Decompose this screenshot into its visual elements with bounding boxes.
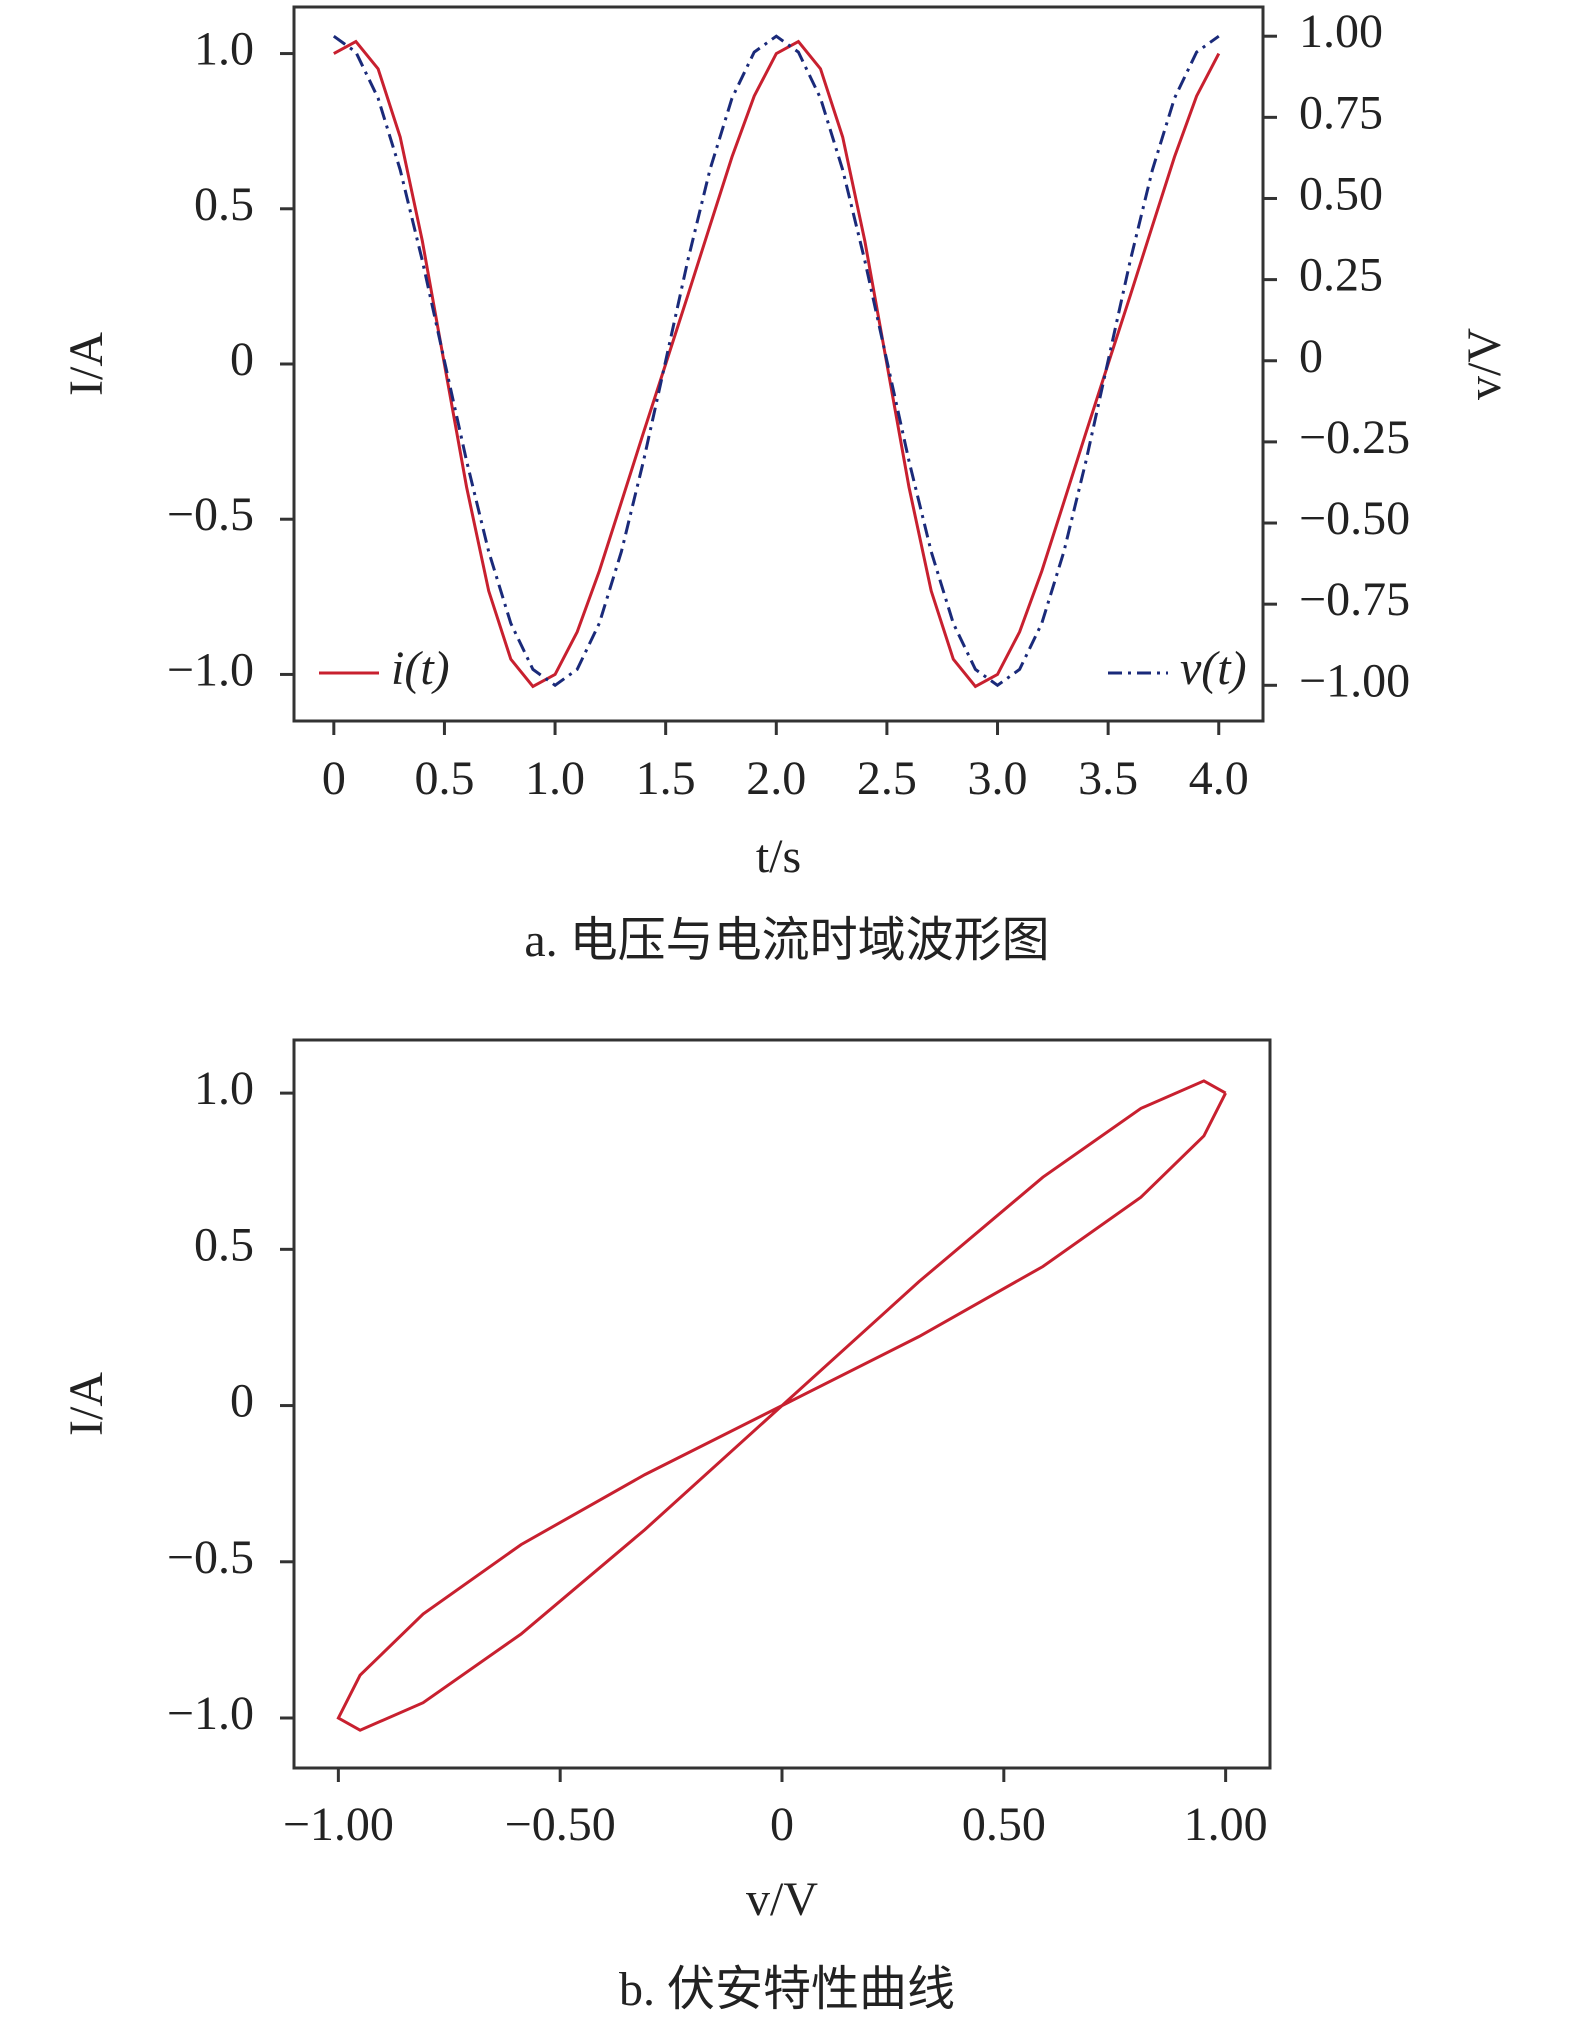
data-line <box>333 39 1221 689</box>
y-axis-label: I/A <box>60 1372 113 1436</box>
x-tick-label: 0 <box>322 752 346 805</box>
legend-label: v(t) <box>1180 642 1247 695</box>
caption: b. 伏安特性曲线 <box>619 1963 955 2016</box>
y-tick-label: −1.0 <box>167 1687 254 1740</box>
x-axis-label: v/V <box>746 1873 818 1926</box>
x-tick-label: −1.00 <box>283 1798 394 1851</box>
caption: a. 电压与电流时域波形图 <box>524 914 1049 967</box>
y-tick-label: 1.0 <box>194 23 254 76</box>
x-tick-label: 3.5 <box>1078 752 1138 805</box>
y2-tick-label: −0.75 <box>1299 573 1410 626</box>
y2-tick-label: −0.25 <box>1299 411 1410 464</box>
y-axis-label: I/A <box>60 332 113 396</box>
y2-axis-label: v/V <box>1458 328 1511 400</box>
x-tick-label: 3.0 <box>968 752 1028 805</box>
x-tick-label: 2.5 <box>857 752 917 805</box>
y2-tick-label: −1.00 <box>1299 654 1410 707</box>
x-tick-label: 1.5 <box>636 752 696 805</box>
y-tick-label: −1.0 <box>167 643 254 696</box>
data-line <box>336 1079 1227 1732</box>
x-tick-label: 4.0 <box>1189 752 1249 805</box>
x-axis-label: t/s <box>756 830 801 883</box>
plot-frame <box>292 5 1265 723</box>
x-tick-label: −0.50 <box>505 1798 616 1851</box>
legend-label: i(t) <box>391 642 450 695</box>
y-tick-label: 1.0 <box>194 1062 254 1115</box>
x-tick-label: 2.0 <box>746 752 806 805</box>
y-tick-label: 0 <box>230 1375 254 1428</box>
y2-tick-label: 0.25 <box>1299 249 1383 302</box>
y2-tick-label: 0 <box>1299 330 1323 383</box>
y-tick-label: −0.5 <box>167 488 254 541</box>
y-tick-label: −0.5 <box>167 1531 254 1584</box>
x-tick-label: 0.5 <box>414 752 474 805</box>
y2-tick-label: 0.50 <box>1299 167 1383 220</box>
y-tick-label: 0 <box>230 333 254 386</box>
y-tick-label: 0.5 <box>194 178 254 231</box>
x-tick-label: 0 <box>770 1798 794 1851</box>
y2-tick-label: −0.50 <box>1299 492 1410 545</box>
y2-tick-label: 0.75 <box>1299 86 1383 139</box>
x-tick-label: 1.0 <box>525 752 585 805</box>
y2-tick-label: 1.00 <box>1299 5 1383 58</box>
x-tick-label: 1.00 <box>1184 1798 1268 1851</box>
x-tick-label: 0.50 <box>962 1798 1046 1851</box>
y-tick-label: 0.5 <box>194 1218 254 1271</box>
data-line <box>332 34 1220 688</box>
